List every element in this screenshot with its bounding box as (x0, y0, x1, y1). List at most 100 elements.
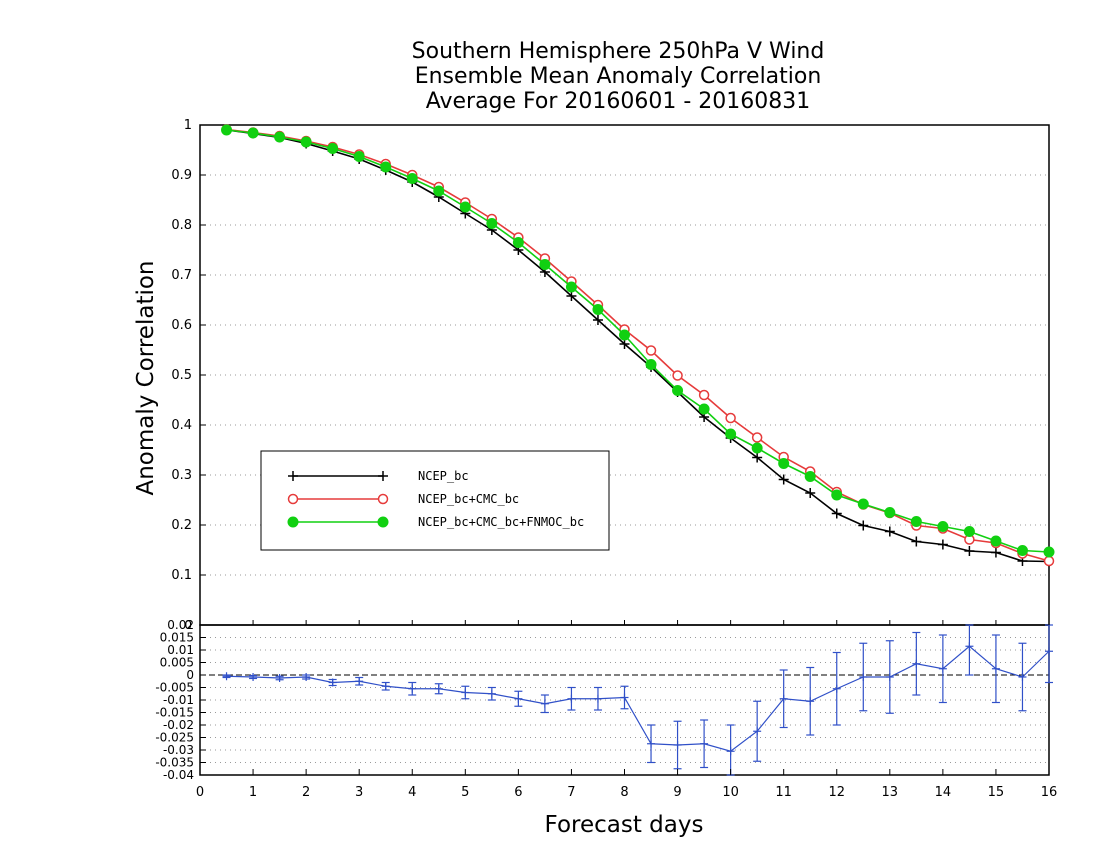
diff-point (1045, 647, 1053, 656)
data-point (486, 218, 498, 229)
data-point (619, 339, 630, 349)
x-tick-label: 13 (882, 785, 899, 800)
main-y-tick-label: 0.4 (171, 418, 192, 433)
data-point (964, 546, 975, 556)
diff-y-tick-label: -0.01 (163, 693, 194, 707)
x-tick-label: 12 (828, 785, 845, 800)
diff-point (567, 694, 576, 703)
data-point (592, 315, 603, 325)
main-y-tick-label: 0.6 (171, 318, 192, 333)
main-y-tick-label: 0.3 (171, 468, 192, 483)
diff-point (832, 684, 841, 693)
boundary-zero-label: 0 (184, 618, 192, 632)
title-line-1: Southern Hemisphere 250hPa V Wind (412, 39, 825, 64)
data-point (645, 345, 657, 356)
diff-point (328, 678, 337, 687)
x-tick-label: 1 (249, 785, 257, 800)
x-tick-label: 8 (620, 785, 628, 800)
title-line-2: Ensemble Mean Anomaly Correlation (415, 64, 822, 89)
data-point (805, 488, 816, 498)
x-tick-label: 0 (196, 785, 204, 800)
data-point (672, 370, 683, 381)
diff-point (593, 694, 602, 703)
series-line (226, 129, 1050, 563)
main-y-tick-label: 0.1 (171, 568, 192, 583)
data-point (565, 281, 577, 293)
diff-point (991, 664, 1000, 673)
x-tick-label: 6 (514, 785, 522, 800)
diff-y-tick-label: -0.03 (163, 743, 194, 757)
data-point (751, 432, 763, 443)
diff-y-tick-label: 0.015 (160, 631, 194, 645)
data-point (752, 452, 763, 463)
data-point (990, 535, 1002, 547)
diff-point (434, 684, 443, 693)
main-y-tick-label: 0.8 (171, 218, 192, 233)
main-y-tick-label: 1 (184, 118, 192, 133)
x-tick-label: 14 (935, 785, 952, 800)
data-point (1016, 545, 1028, 556)
series-2 (221, 124, 1055, 558)
title-line-3: Average For 20160601 - 20160831 (426, 89, 811, 114)
data-point (698, 389, 710, 401)
data-point (751, 442, 763, 454)
diff-y-tick-label: -0.02 (163, 718, 194, 732)
data-point (433, 185, 445, 197)
diff-y-tick-label: -0.025 (155, 731, 194, 745)
data-point (937, 539, 948, 550)
diff-point (408, 684, 417, 693)
data-point (247, 127, 259, 139)
x-tick-label: 7 (567, 785, 575, 800)
legend: NCEP_bc NCEP_bc+CMC_bc NCEP_bc+CMC_bc+FNMO… (260, 450, 610, 551)
diff-y-tick-label: 0 (186, 668, 194, 682)
data-point (300, 136, 312, 148)
data-point (884, 507, 896, 518)
filled-circle-marker (377, 516, 389, 528)
open-circle-marker (377, 493, 389, 505)
x-tick-label: 9 (673, 785, 681, 800)
x-tick-label: 16 (1041, 785, 1058, 800)
x-tick-label: 15 (988, 785, 1005, 800)
diff-point (806, 697, 815, 706)
diff-point (381, 682, 390, 691)
open-circle-marker (287, 493, 299, 505)
x-tick-label: 11 (775, 785, 792, 800)
legend-label: NCEP_bc+CMC_bc (418, 492, 519, 506)
plus-marker (288, 471, 298, 481)
data-point (990, 547, 1001, 558)
y-axis-label: Anomaly Correlation (133, 260, 159, 495)
chart-title: Southern Hemisphere 250hPa V WindEnsembl… (412, 39, 825, 114)
diff-point (540, 699, 549, 708)
main-y-tick-label: 0.2 (171, 518, 192, 533)
data-point (963, 526, 975, 537)
diff-y-tick-label: -0.035 (155, 756, 194, 770)
data-point (592, 304, 604, 315)
diff-y-axis: 0.020.0150.010.0050-0.005-0.01-0.015-0.0… (155, 618, 206, 782)
diff-point (249, 673, 258, 681)
diff-point (726, 747, 735, 756)
diff-point (673, 741, 682, 749)
data-point (884, 526, 895, 537)
diff-point (461, 688, 470, 697)
diff-gridlines (200, 637, 1049, 763)
data-point (512, 237, 524, 248)
main-y-tick-label: 0.7 (171, 268, 192, 283)
main-y-tick-label: 0.5 (171, 368, 192, 383)
diff-point (222, 672, 231, 681)
data-point (911, 536, 922, 547)
data-point (910, 516, 922, 527)
data-point (380, 161, 392, 173)
diff-y-tick-label: 0.02 (167, 618, 194, 632)
data-point (858, 520, 869, 531)
diff-point (912, 659, 921, 668)
diff-point (700, 739, 709, 748)
data-point (937, 521, 949, 532)
data-point (539, 259, 551, 270)
diff-point (779, 694, 788, 703)
diff-point (1018, 673, 1027, 681)
data-point (804, 471, 816, 482)
diff-point (302, 673, 311, 681)
main-y-axis: 0.1 0.2 0.3 0.4 0.5 0.6 0.7 0.8 0.9 1 (171, 118, 206, 626)
x-tick-label: 5 (461, 785, 469, 800)
x-tick-label: 4 (408, 785, 416, 800)
